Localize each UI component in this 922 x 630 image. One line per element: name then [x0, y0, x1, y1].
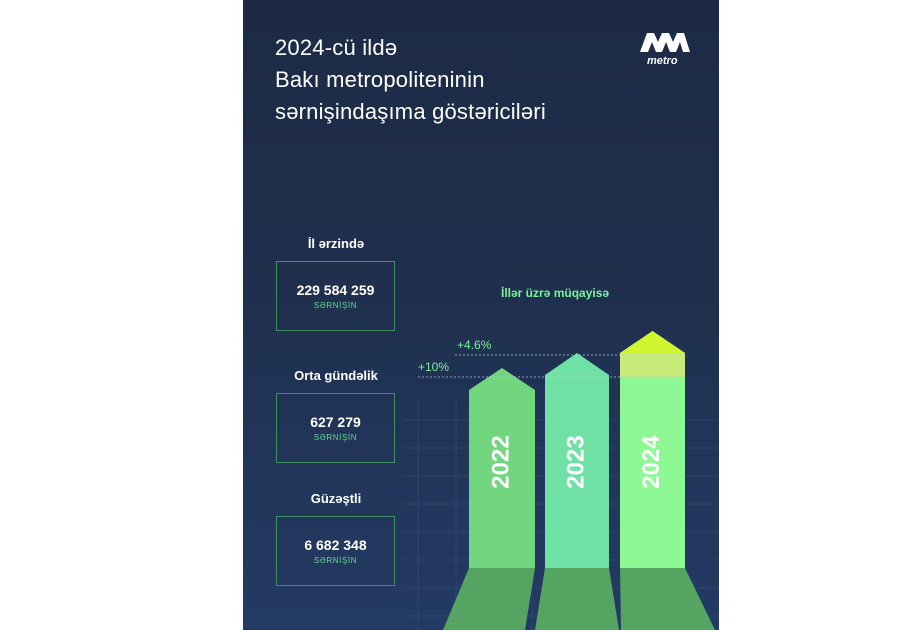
title-line-1: 2024-cü ildə	[275, 35, 398, 60]
title-line-2: Bakı metropoliteninin	[275, 67, 485, 92]
poster-title: 2024-cü ildə Bakı metropoliteninin sərni…	[275, 32, 615, 128]
bar-bases	[443, 568, 715, 630]
bar-label-2022: 2022	[487, 435, 514, 488]
bar-chart: 2022 2023 2024 +10% +4.6%	[403, 331, 719, 630]
bar-tip-2024	[620, 331, 685, 353]
bar-2024	[620, 331, 685, 568]
infographic-poster: 2024-cü ildə Bakı metropoliteninin sərni…	[243, 0, 719, 630]
stat-value-annual: 229 584 259	[296, 282, 375, 298]
bar-label-2024: 2024	[638, 435, 665, 489]
bar-base-2023	[535, 568, 619, 630]
stat-box-discounted: 6 682 348 SƏRNİŞİN	[276, 516, 395, 586]
growth-label: +4.6%	[457, 338, 492, 352]
bar-highlight-2024	[620, 353, 685, 377]
stat-unit-annual: SƏRNİŞİN	[313, 301, 358, 310]
stat-unit-daily: SƏRNİŞİN	[313, 433, 358, 442]
bars	[469, 331, 685, 568]
stat-value-discounted: 6 682 348	[304, 537, 367, 553]
bar-2022	[469, 368, 535, 568]
stat-value-daily: 627 279	[310, 414, 361, 430]
bar-base-2022	[443, 568, 535, 630]
stat-box-daily: 627 279 SƏRNİŞİN	[276, 393, 395, 463]
bar-labels: 2022 2023 2024 +10% +4.6%	[418, 338, 685, 489]
title-line-3: sərnişindaşıma göstəriciləri	[275, 99, 546, 124]
stat-label-annual: İl ərzində	[307, 236, 365, 251]
metro-logo-text: metro	[647, 55, 678, 67]
bar-2023	[545, 353, 609, 568]
stat-box-annual: 229 584 259 SƏRNİŞİN	[276, 261, 395, 331]
bar-base-2024	[620, 568, 715, 630]
chart-title: İllər üzrə müqayisə	[501, 286, 610, 300]
metro-logo-icon	[640, 33, 690, 52]
stat-label-daily: Orta gündəlik	[294, 368, 378, 383]
growth-label: +10%	[418, 360, 449, 374]
bar-label-2023: 2023	[562, 435, 589, 488]
stat-unit-discounted: SƏRNİŞİN	[313, 556, 358, 565]
stat-label-discounted: Güzəştli	[310, 491, 362, 506]
